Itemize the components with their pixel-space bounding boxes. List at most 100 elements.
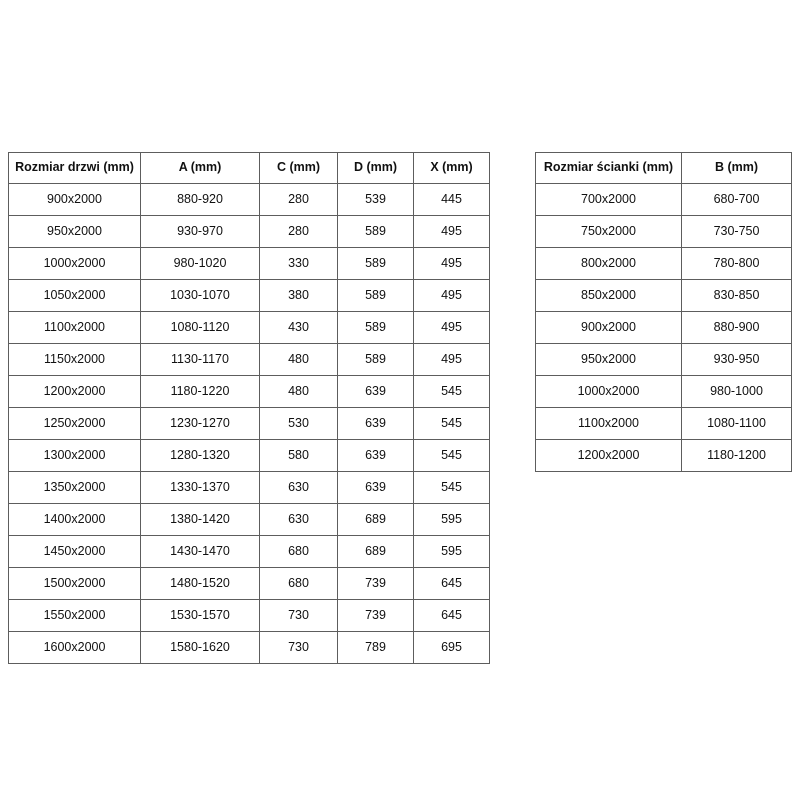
- column-header-wall-size: Rozmiar ścianki (mm): [535, 152, 682, 184]
- cell-door-size: 1300x2000: [8, 439, 141, 472]
- cell-x: 545: [413, 471, 490, 504]
- cell-a: 1380-1420: [140, 503, 260, 536]
- cell-door-size: 1050x2000: [8, 279, 141, 312]
- cell-a: 1430-1470: [140, 535, 260, 568]
- cell-d: 689: [337, 503, 414, 536]
- cell-d: 589: [337, 311, 414, 344]
- cell-d: 589: [337, 215, 414, 248]
- table-row: 1150x2000 1130-1170 480 589 495: [8, 343, 490, 376]
- cell-a: 1080-1120: [140, 311, 260, 344]
- cell-door-size: 1000x2000: [8, 247, 141, 280]
- column-header-door-size: Rozmiar drzwi (mm): [8, 152, 141, 184]
- table-row: 1100x2000 1080-1100: [535, 407, 792, 440]
- cell-door-size: 1400x2000: [8, 503, 141, 536]
- table-row: 1250x2000 1230-1270 530 639 545: [8, 407, 490, 440]
- wall-table-body: 700x2000 680-700 750x2000 730-750 800x20…: [535, 183, 792, 472]
- cell-c: 330: [259, 247, 338, 280]
- table-row: 1400x2000 1380-1420 630 689 595: [8, 503, 490, 536]
- cell-door-size: 1500x2000: [8, 567, 141, 600]
- table-row: 1550x2000 1530-1570 730 739 645: [8, 599, 490, 632]
- cell-d: 639: [337, 407, 414, 440]
- cell-c: 730: [259, 631, 338, 664]
- table-row: 1200x2000 1180-1200: [535, 439, 792, 472]
- cell-d: 639: [337, 439, 414, 472]
- door-size-table: Rozmiar drzwi (mm) A (mm) C (mm) D (mm) …: [8, 152, 490, 664]
- cell-a: 1030-1070: [140, 279, 260, 312]
- table-row: 750x2000 730-750: [535, 215, 792, 248]
- cell-d: 689: [337, 535, 414, 568]
- cell-a: 1180-1220: [140, 375, 260, 408]
- table-row: 900x2000 880-900: [535, 311, 792, 344]
- cell-a: 1480-1520: [140, 567, 260, 600]
- cell-wall-size: 950x2000: [535, 343, 682, 376]
- cell-c: 480: [259, 375, 338, 408]
- cell-door-size: 1100x2000: [8, 311, 141, 344]
- table-row: 1300x2000 1280-1320 580 639 545: [8, 439, 490, 472]
- cell-b: 780-800: [681, 247, 792, 280]
- cell-a: 1580-1620: [140, 631, 260, 664]
- column-header-d: D (mm): [337, 152, 414, 184]
- cell-wall-size: 1100x2000: [535, 407, 682, 440]
- cell-b: 880-900: [681, 311, 792, 344]
- cell-b: 930-950: [681, 343, 792, 376]
- cell-wall-size: 850x2000: [535, 279, 682, 312]
- cell-b: 1080-1100: [681, 407, 792, 440]
- column-header-x: X (mm): [413, 152, 490, 184]
- cell-c: 630: [259, 471, 338, 504]
- column-header-b: B (mm): [681, 152, 792, 184]
- table-row: 1600x2000 1580-1620 730 789 695: [8, 631, 490, 664]
- cell-c: 630: [259, 503, 338, 536]
- cell-x: 495: [413, 215, 490, 248]
- cell-b: 980-1000: [681, 375, 792, 408]
- cell-b: 680-700: [681, 183, 792, 216]
- door-table-body: 900x2000 880-920 280 539 445 950x2000 93…: [8, 183, 490, 664]
- cell-a: 880-920: [140, 183, 260, 216]
- table-row: 1000x2000 980-1020 330 589 495: [8, 247, 490, 280]
- table-row: 1450x2000 1430-1470 680 689 595: [8, 535, 490, 568]
- cell-d: 739: [337, 599, 414, 632]
- cell-x: 495: [413, 279, 490, 312]
- cell-b: 830-850: [681, 279, 792, 312]
- column-header-a: A (mm): [140, 152, 260, 184]
- column-header-c: C (mm): [259, 152, 338, 184]
- cell-wall-size: 1200x2000: [535, 439, 682, 472]
- cell-c: 480: [259, 343, 338, 376]
- cell-d: 589: [337, 343, 414, 376]
- cell-door-size: 1200x2000: [8, 375, 141, 408]
- cell-d: 789: [337, 631, 414, 664]
- cell-x: 545: [413, 375, 490, 408]
- cell-x: 595: [413, 535, 490, 568]
- cell-c: 580: [259, 439, 338, 472]
- cell-door-size: 900x2000: [8, 183, 141, 216]
- table-row: 700x2000 680-700: [535, 183, 792, 216]
- cell-c: 680: [259, 535, 338, 568]
- cell-x: 645: [413, 567, 490, 600]
- cell-x: 545: [413, 407, 490, 440]
- cell-a: 980-1020: [140, 247, 260, 280]
- table-header-row: Rozmiar ścianki (mm) B (mm): [535, 152, 792, 184]
- cell-b: 730-750: [681, 215, 792, 248]
- cell-a: 1230-1270: [140, 407, 260, 440]
- cell-d: 639: [337, 471, 414, 504]
- table-row: 850x2000 830-850: [535, 279, 792, 312]
- cell-c: 280: [259, 183, 338, 216]
- cell-wall-size: 700x2000: [535, 183, 682, 216]
- cell-d: 589: [337, 247, 414, 280]
- cell-door-size: 1150x2000: [8, 343, 141, 376]
- cell-wall-size: 750x2000: [535, 215, 682, 248]
- cell-wall-size: 800x2000: [535, 247, 682, 280]
- cell-door-size: 1350x2000: [8, 471, 141, 504]
- cell-d: 639: [337, 375, 414, 408]
- cell-wall-size: 900x2000: [535, 311, 682, 344]
- table-row: 900x2000 880-920 280 539 445: [8, 183, 490, 216]
- table-row: 1200x2000 1180-1220 480 639 545: [8, 375, 490, 408]
- cell-b: 1180-1200: [681, 439, 792, 472]
- cell-door-size: 1450x2000: [8, 535, 141, 568]
- cell-x: 645: [413, 599, 490, 632]
- table-row: 800x2000 780-800: [535, 247, 792, 280]
- cell-c: 380: [259, 279, 338, 312]
- cell-wall-size: 1000x2000: [535, 375, 682, 408]
- cell-a: 1130-1170: [140, 343, 260, 376]
- table-row: 1350x2000 1330-1370 630 639 545: [8, 471, 490, 504]
